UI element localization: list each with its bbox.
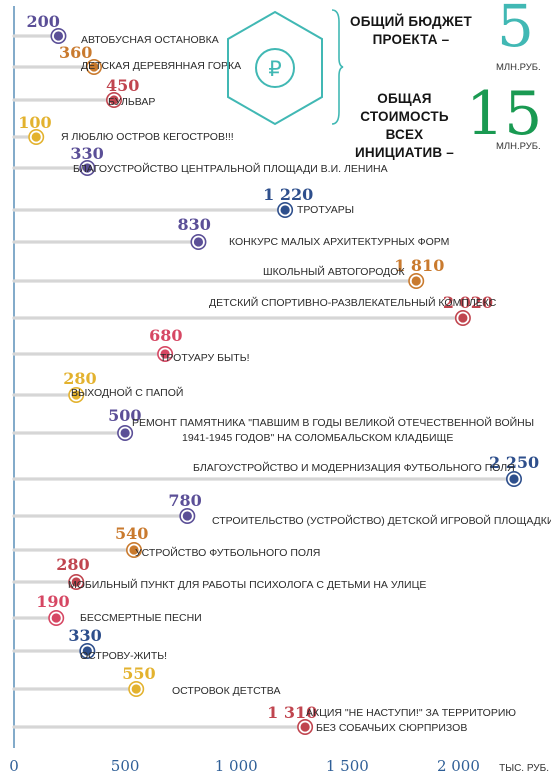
data-point [71, 390, 81, 400]
category-label: ДЕТСКАЯ ДЕРЕВЯННАЯ ГОРКА [81, 60, 241, 72]
data-point [82, 163, 92, 173]
x-tick-label: 1 500 [326, 757, 369, 775]
data-point [193, 237, 204, 247]
value-label: 330 [68, 626, 101, 645]
x-tick-label: 500 [111, 757, 140, 775]
value-label: 200 [26, 12, 59, 31]
category-label: БЕССМЕРТНЫЕ ПЕСНИ [80, 612, 202, 624]
x-tick-label: 1 000 [215, 757, 258, 775]
value-label: 280 [63, 369, 96, 388]
value-label: 500 [108, 406, 141, 425]
data-point [109, 95, 119, 105]
value-label: 450 [106, 76, 139, 95]
category-label: Я ЛЮБЛЮ ОСТРОВ КЕГОСТРОВ!!! [61, 131, 234, 143]
data-point [160, 349, 170, 359]
value-label: 1 220 [263, 185, 313, 204]
value-label: 360 [59, 43, 92, 62]
x-tick-label: 2 000 [437, 757, 480, 775]
data-point [82, 646, 92, 656]
value-label: 550 [122, 664, 155, 683]
total-value: 15 [466, 79, 543, 149]
value-label: 2 020 [443, 293, 493, 312]
category-label: ТРОТУАРЫ [297, 204, 354, 216]
budget-value: 5 [497, 0, 534, 60]
total-unit: МЛН.РУБ. [496, 141, 541, 152]
x-axis-unit: ТЫС. РУБ. [499, 763, 549, 774]
category-label: РЕМОНТ ПАМЯТНИКА "ПАВШИМ В ГОДЫ ВЕЛИКОЙ … [132, 416, 534, 444]
category-label: ОСТРОВУ-ЖИТЬ! [80, 650, 167, 662]
data-point [120, 428, 130, 438]
category-label: УСТРОЙСТВО ФУТБОЛЬНОГО ПОЛЯ [135, 546, 320, 559]
data-point [53, 31, 64, 41]
ruble-hexagon-icon: ₽ [227, 10, 323, 126]
budget-unit: МЛН.РУБ. [496, 62, 541, 73]
category-label: АВТОБУСНАЯ ОСТАНОВКА [81, 34, 219, 46]
category-label: БУЛЬВАР [108, 96, 155, 108]
value-label: 2 250 [489, 453, 539, 472]
value-label: 190 [36, 592, 69, 611]
category-label: ОСТРОВОК ДЕТСТВА [172, 685, 280, 697]
value-label: 330 [70, 144, 103, 163]
value-label: 780 [168, 491, 201, 510]
data-point [51, 613, 61, 623]
category-label: ТРОТУАРУ БЫТЬ! [160, 352, 250, 364]
category-label: АКЦИЯ "НЕ НАСТУПИ!" ЗА ТЕРРИТОРИЮ БЕЗ СОБ… [306, 707, 516, 734]
x-tick-label: 0 [9, 757, 19, 775]
category-label: ДЕТСКИЙ СПОРТИВНО-РАЗВЛЕКАТЕЛЬНЫЙ КОМПЛЕ… [209, 296, 497, 309]
data-point [509, 474, 519, 484]
value-label: 280 [56, 555, 89, 574]
category-label: СТРОИТЕЛЬСТВО (УСТРОЙСТВО) ДЕТСКОЙ ИГРОВ… [212, 514, 551, 527]
data-point [131, 684, 141, 694]
value-label: 830 [177, 215, 210, 234]
data-point [280, 205, 290, 215]
value-label: 680 [149, 326, 182, 345]
data-point [31, 132, 41, 142]
category-label: БЛАГОУСТРОЙСТВО ЦЕНТРАЛЬНОЙ ПЛОЩАДИ В.И.… [73, 162, 388, 175]
value-label: 540 [115, 524, 148, 543]
category-label: ВЫХОДНОЙ С ПАПОЙ [71, 386, 183, 399]
data-point [129, 545, 139, 555]
data-point [411, 276, 421, 286]
svg-text:₽: ₽ [268, 57, 281, 81]
data-point [89, 62, 99, 72]
value-label: 1 810 [394, 256, 444, 275]
data-point [300, 722, 310, 732]
value-label: 100 [18, 113, 51, 132]
budget-label: ОБЩИЙ БЮДЖЕТ ПРОЕКТА – [350, 14, 472, 47]
brace-divider [331, 9, 344, 125]
category-label: КОНКУРС МАЛЫХ АРХИТЕКТУРНЫХ ФОРМ [229, 236, 449, 248]
category-label: ШКОЛЬНЫЙ АВТОГОРОДОК [263, 265, 405, 278]
category-label: БЛАГОУСТРОЙСТВО И МОДЕРНИЗАЦИЯ ФУТБОЛЬНО… [193, 461, 515, 474]
total-label: ОБЩАЯ СТОИМОСТЬ ВСЕХ ИНИЦИАТИВ – [355, 91, 454, 160]
value-label: 1 310 [267, 703, 317, 722]
data-point [458, 313, 468, 323]
category-label: МОБИЛЬНЫЙ ПУНКТ ДЛЯ РАБОТЫ ПСИХОЛОГА С Д… [68, 578, 426, 591]
data-point [182, 511, 192, 521]
data-point [71, 577, 81, 587]
